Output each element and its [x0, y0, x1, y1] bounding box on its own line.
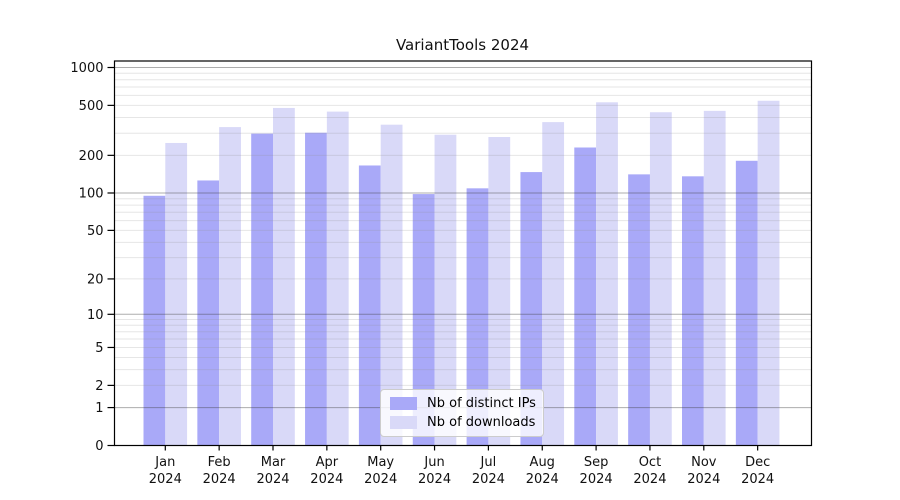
x-tick-label-year: 2024	[418, 472, 451, 487]
plot-border	[113, 60, 813, 447]
bar-downloads-mar	[273, 107, 295, 446]
bar-distinct-ips-jul	[466, 188, 489, 446]
x-tick-label: Feb	[208, 455, 231, 470]
y-tick-label: 0	[95, 439, 103, 454]
legend-item-downloads: Nb of downloads	[390, 415, 536, 430]
bar-distinct-ips-feb	[197, 180, 220, 446]
x-tick-label: Jul	[480, 455, 497, 470]
chart-title: VariantTools 2024	[395, 36, 530, 54]
legend-item-distinct-ips: Nb of distinct IPs	[390, 396, 536, 411]
x-tick-label: Sep	[584, 455, 609, 470]
x-tick-label-year: 2024	[256, 472, 289, 487]
x-tick-label-year: 2024	[149, 472, 182, 487]
legend-label-downloads: Nb of downloads	[427, 415, 536, 430]
x-tick-label-year: 2024	[526, 472, 559, 487]
x-tick-label-year: 2024	[310, 472, 343, 487]
legend-swatch-distinct-ips	[390, 397, 417, 410]
y-tick-label: 100	[79, 186, 104, 201]
legend-swatch-downloads	[390, 416, 417, 429]
chart-legend: Nb of distinct IPs Nb of downloads	[380, 389, 544, 437]
x-tick-label: Dec	[745, 455, 770, 470]
x-tick-label-year: 2024	[472, 472, 505, 487]
x-tick-label: Jun	[423, 455, 444, 470]
x-tick-label: Aug	[530, 455, 555, 470]
bar-downloads-dec	[757, 100, 780, 446]
bar-downloads-may	[380, 124, 403, 446]
bar-distinct-ips-mar	[251, 133, 273, 446]
y-tick-label: 1000	[70, 61, 103, 76]
bar-downloads-sep	[596, 102, 618, 446]
x-tick-label-year: 2024	[633, 472, 666, 487]
bar-distinct-ips-oct	[628, 174, 650, 446]
x-tick-label-year: 2024	[364, 472, 397, 487]
bar-distinct-ips-sep	[574, 147, 597, 446]
x-tick-label-year: 2024	[203, 472, 236, 487]
x-tick-label: Nov	[691, 455, 717, 470]
bar-downloads-nov	[703, 110, 726, 446]
x-tick-label-year: 2024	[580, 472, 613, 487]
bar-distinct-ips-aug	[520, 172, 543, 446]
y-tick-label: 2	[95, 379, 103, 394]
bar-downloads-aug	[542, 122, 565, 446]
y-tick-label: 50	[87, 224, 104, 239]
bar-downloads-feb	[219, 127, 241, 446]
bar-distinct-ips-apr	[305, 132, 327, 446]
bar-distinct-ips-nov	[682, 176, 704, 446]
bar-downloads-jan	[165, 142, 188, 446]
bar-downloads-jul	[488, 137, 511, 446]
x-tick-label-year: 2024	[741, 472, 774, 487]
x-tick-label: May	[367, 455, 394, 470]
y-tick-label: 1	[95, 401, 103, 416]
bar-downloads-jun	[434, 134, 457, 446]
x-tick-label: Jan	[154, 455, 175, 470]
x-tick-label: Apr	[316, 455, 339, 470]
y-tick-label: 500	[79, 99, 104, 114]
bar-distinct-ips-dec	[735, 160, 758, 446]
bar-distinct-ips-jun	[412, 194, 435, 446]
bar-downloads-oct	[649, 112, 672, 446]
bar-distinct-ips-may	[358, 165, 381, 446]
y-tick-label: 200	[79, 149, 104, 164]
x-tick-label: Mar	[261, 455, 286, 470]
y-tick-label: 5	[95, 341, 103, 356]
bar-downloads-apr	[326, 111, 349, 446]
x-tick-label-year: 2024	[687, 472, 720, 487]
y-tick-label: 20	[87, 272, 104, 287]
y-tick-label: 10	[87, 308, 104, 323]
legend-label-distinct-ips: Nb of distinct IPs	[427, 396, 536, 411]
x-tick-label: Oct	[639, 455, 661, 470]
bar-distinct-ips-jan	[143, 195, 166, 446]
